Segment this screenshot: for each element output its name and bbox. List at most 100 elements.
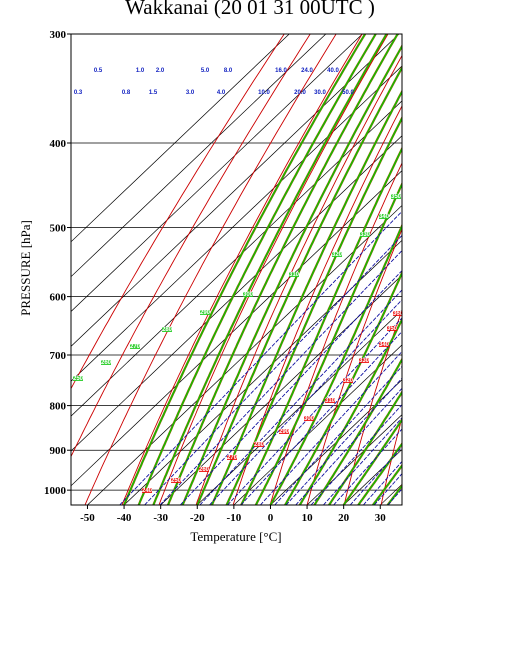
theta-label-bg — [199, 467, 209, 472]
x-tick-label: 10 — [302, 512, 314, 524]
moist-adiabat-line — [123, 34, 366, 505]
chart-title: Wakkanai (20 01 31 00UTC ) — [125, 0, 375, 19]
theta-label: 340 — [379, 342, 390, 348]
theta-e-label: 330 — [360, 232, 371, 238]
x-tick-label: -10 — [227, 512, 242, 524]
dry-adiabat-line — [84, 34, 337, 505]
y-axis-label: PRESSURE [hPa] — [18, 220, 33, 316]
moist-adiabat-line — [152, 34, 387, 505]
x-axis: -50 -40 -30 -20 -10 0 10 20 30 — [80, 505, 386, 524]
theta-label: 320 — [343, 378, 354, 384]
theta-e-label: 350 — [391, 194, 402, 200]
mixing-ratio-line — [432, 34, 510, 505]
theta-label: 360 — [393, 311, 404, 317]
theta-label-bg — [254, 442, 264, 447]
theta-label: 280 — [254, 442, 265, 448]
isotherm-line — [71, 170, 402, 487]
theta-label: 300 — [304, 416, 315, 422]
theta-label: 310 — [325, 398, 336, 404]
mixing-ratio-label: 1.0 — [136, 68, 145, 74]
moist-adiabat-outline — [313, 357, 402, 505]
mixing-ratio-label: 0.3 — [74, 90, 83, 96]
mixing-ratio-line — [420, 34, 510, 505]
theta-label-bg — [171, 478, 181, 483]
mixing-ratio-line — [240, 330, 402, 505]
theta-label-bg — [393, 311, 402, 316]
theta-label: 290 — [279, 429, 290, 435]
dry-adiabat-line — [269, 161, 402, 505]
theta-e-label-bg — [332, 252, 342, 257]
mixing-ratio-line — [179, 269, 402, 505]
mixing-ratio-label: 0.5 — [94, 68, 103, 74]
theta-e-label-bg — [130, 344, 140, 349]
mixing-ratio-label: 24.0 — [301, 68, 313, 74]
moist-adiabat-line — [182, 45, 402, 505]
moist-adiabat-line — [328, 391, 402, 505]
theta-label: 260 — [199, 467, 210, 473]
theta-e-label: 290 — [200, 310, 211, 316]
plot-area — [71, 34, 510, 505]
theta-e-label: 300 — [243, 292, 254, 298]
isotherm-line — [417, 34, 510, 505]
y-tick-label: 300 — [50, 29, 67, 41]
moist-adiabat-line — [270, 224, 402, 505]
theta-label-bg — [325, 398, 335, 403]
dry-adiabat-line — [121, 34, 363, 505]
x-tick-label: 30 — [375, 512, 387, 524]
theta-label-bg — [279, 429, 289, 434]
theta-e-label: 280 — [162, 327, 173, 333]
theta-e-label-bg — [379, 214, 389, 219]
dry-adiabat-line — [71, 34, 311, 458]
mixing-ratio-label: 2.0 — [156, 68, 165, 74]
y-tick-label: 400 — [50, 138, 67, 150]
theta-e-label: 250 — [73, 376, 84, 382]
moist-adiabat-line — [196, 66, 402, 505]
mixing-ratio-label: 4.0 — [217, 90, 226, 96]
isotherm-line — [87, 204, 402, 505]
mixing-ratio-label: 16.0 — [275, 68, 287, 74]
isotherm-line — [306, 414, 402, 505]
moist-adiabat-outline — [417, 34, 510, 505]
theta-label-bg — [359, 358, 369, 363]
theta-e-label-bg — [391, 194, 401, 199]
isotherm-line — [71, 34, 290, 243]
isotherm-line — [123, 239, 402, 505]
theta-e-label-bg — [243, 292, 253, 297]
y-axis: 300 400 500 600 700 800 900 1000 — [44, 29, 71, 497]
mixing-ratio-label: 8.0 — [224, 68, 233, 74]
theta-label: 270 — [227, 455, 238, 461]
mixing-ratio-label: 1.5 — [149, 90, 158, 96]
dry-adiabat-line — [455, 34, 510, 505]
moist-adiabat-outline — [401, 503, 402, 505]
moist-adiabat-line — [226, 116, 402, 505]
moist-adiabat-line — [417, 34, 510, 505]
mixing-ratio-label: 10.0 — [258, 90, 270, 96]
y-tick-label: 1000 — [44, 485, 67, 497]
isotherm-line — [270, 379, 402, 505]
theta-label-bg — [227, 455, 237, 460]
mixing-ratio-line — [209, 299, 402, 505]
y-tick-label: 800 — [50, 401, 67, 413]
theta-e-label-bg — [162, 327, 172, 332]
moist-adiabat-line — [138, 34, 377, 505]
mixing-ratio-label: 50.0 — [342, 90, 354, 96]
mixing-ratio-line — [387, 488, 402, 505]
isotherm-line — [160, 274, 402, 505]
moist-adiabat-line — [401, 504, 402, 505]
isotherm-line — [71, 34, 363, 313]
plot-frame — [70, 33, 403, 506]
theta-label-bg — [387, 326, 397, 331]
mixing-ratio-label: 0.8 — [122, 90, 131, 96]
y-tick-label: 600 — [50, 292, 67, 304]
theta-label: 240 — [142, 488, 153, 494]
plot-labels: 0.5 1.0 2.0 5.0 8.0 16.0 24.0 40.0 0.3 0.8 1.5 3.0 4… — [73, 68, 404, 494]
mixing-ratio-label: 20.0 — [294, 90, 306, 96]
theta-e-label: 270 — [130, 344, 141, 350]
theta-e-label-bg — [101, 360, 111, 365]
mixing-ratio-label: 40.0 — [327, 68, 339, 74]
theta-label-bg — [343, 378, 353, 383]
isotherm-line — [71, 100, 402, 417]
isotherm-line — [71, 34, 327, 278]
moist-adiabat-line — [299, 318, 402, 505]
